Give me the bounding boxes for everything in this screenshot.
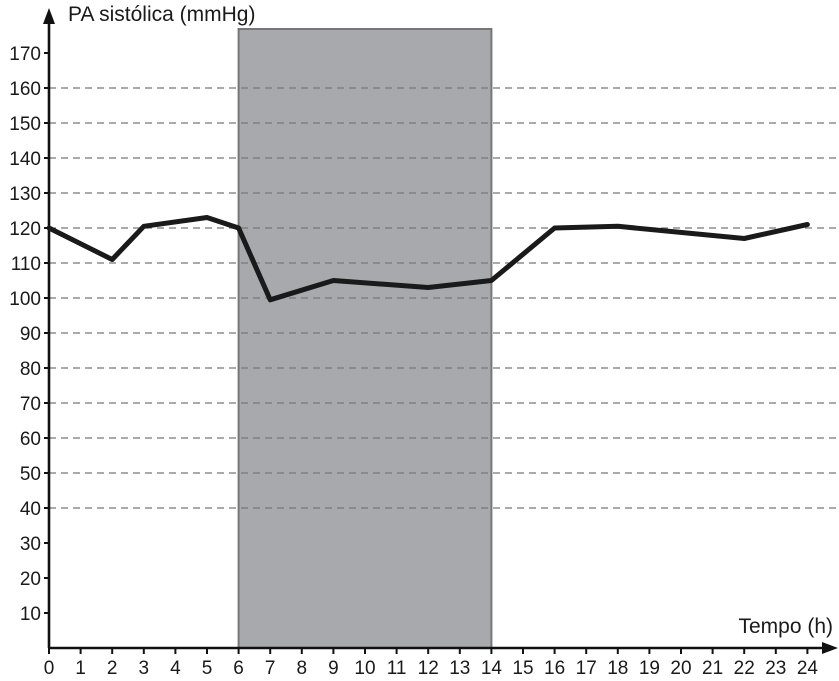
x-axis-title: Tempo (h) bbox=[738, 615, 833, 638]
x-tick-label: 22 bbox=[734, 658, 755, 679]
tick-marks bbox=[44, 52, 809, 654]
x-tick-label: 19 bbox=[639, 658, 660, 679]
x-tick-label: 11 bbox=[387, 658, 407, 679]
x-tick-label: 23 bbox=[765, 658, 786, 679]
y-tick-label: 140 bbox=[9, 149, 41, 170]
y-tick-label: 80 bbox=[20, 359, 41, 380]
y-tick-label: 40 bbox=[20, 499, 41, 520]
y-tick-label: 70 bbox=[20, 394, 41, 415]
x-tick-label: 4 bbox=[170, 658, 181, 679]
x-tick-label: 6 bbox=[233, 658, 244, 679]
y-tick-label: 170 bbox=[9, 44, 41, 65]
tick-labels: 1020304050607080901001101201301401501601… bbox=[9, 44, 818, 679]
y-tick-label: 30 bbox=[20, 534, 41, 555]
x-tick-label: 10 bbox=[354, 658, 375, 679]
x-tick-label: 20 bbox=[670, 658, 691, 679]
x-tick-label: 17 bbox=[576, 658, 597, 679]
x-tick-label: 21 bbox=[702, 658, 723, 679]
series-layer bbox=[46, 215, 810, 303]
y-tick-label: 130 bbox=[9, 184, 41, 205]
y-axis-title: PA sistólica (mmHg) bbox=[68, 3, 255, 26]
x-tick-label: 24 bbox=[797, 658, 819, 679]
x-tick-label: 3 bbox=[139, 658, 150, 679]
x-tick-label: 0 bbox=[44, 658, 55, 679]
x-tick-label: 8 bbox=[297, 658, 308, 679]
y-tick-label: 20 bbox=[20, 569, 41, 590]
y-tick-label: 50 bbox=[20, 464, 41, 485]
x-tick-label: 9 bbox=[328, 658, 339, 679]
y-tick-label: 110 bbox=[11, 254, 41, 275]
x-tick-label: 12 bbox=[418, 658, 439, 679]
x-tick-label: 1 bbox=[75, 658, 86, 679]
y-axis-arrow bbox=[43, 8, 55, 24]
x-tick-label: 14 bbox=[481, 658, 503, 679]
y-tick-label: 100 bbox=[9, 289, 41, 310]
y-tick-label: 60 bbox=[20, 429, 41, 450]
x-tick-label: 7 bbox=[265, 658, 276, 679]
y-tick-label: 120 bbox=[9, 219, 41, 240]
x-axis-arrow bbox=[822, 642, 838, 654]
series-line-0 bbox=[46, 215, 810, 303]
x-tick-label: 16 bbox=[544, 658, 565, 679]
x-tick-label: 2 bbox=[107, 658, 118, 679]
y-tick-label: 150 bbox=[9, 114, 41, 135]
x-tick-label: 18 bbox=[607, 658, 628, 679]
x-tick-label: 15 bbox=[512, 658, 533, 679]
y-tick-label: 10 bbox=[20, 604, 41, 625]
y-tick-label: 90 bbox=[20, 324, 41, 345]
shaded-period-layer bbox=[237, 28, 493, 649]
x-tick-label: 13 bbox=[449, 658, 470, 679]
x-tick-label: 5 bbox=[202, 658, 213, 679]
shaded-period bbox=[237, 28, 493, 649]
y-tick-label: 160 bbox=[9, 79, 41, 100]
